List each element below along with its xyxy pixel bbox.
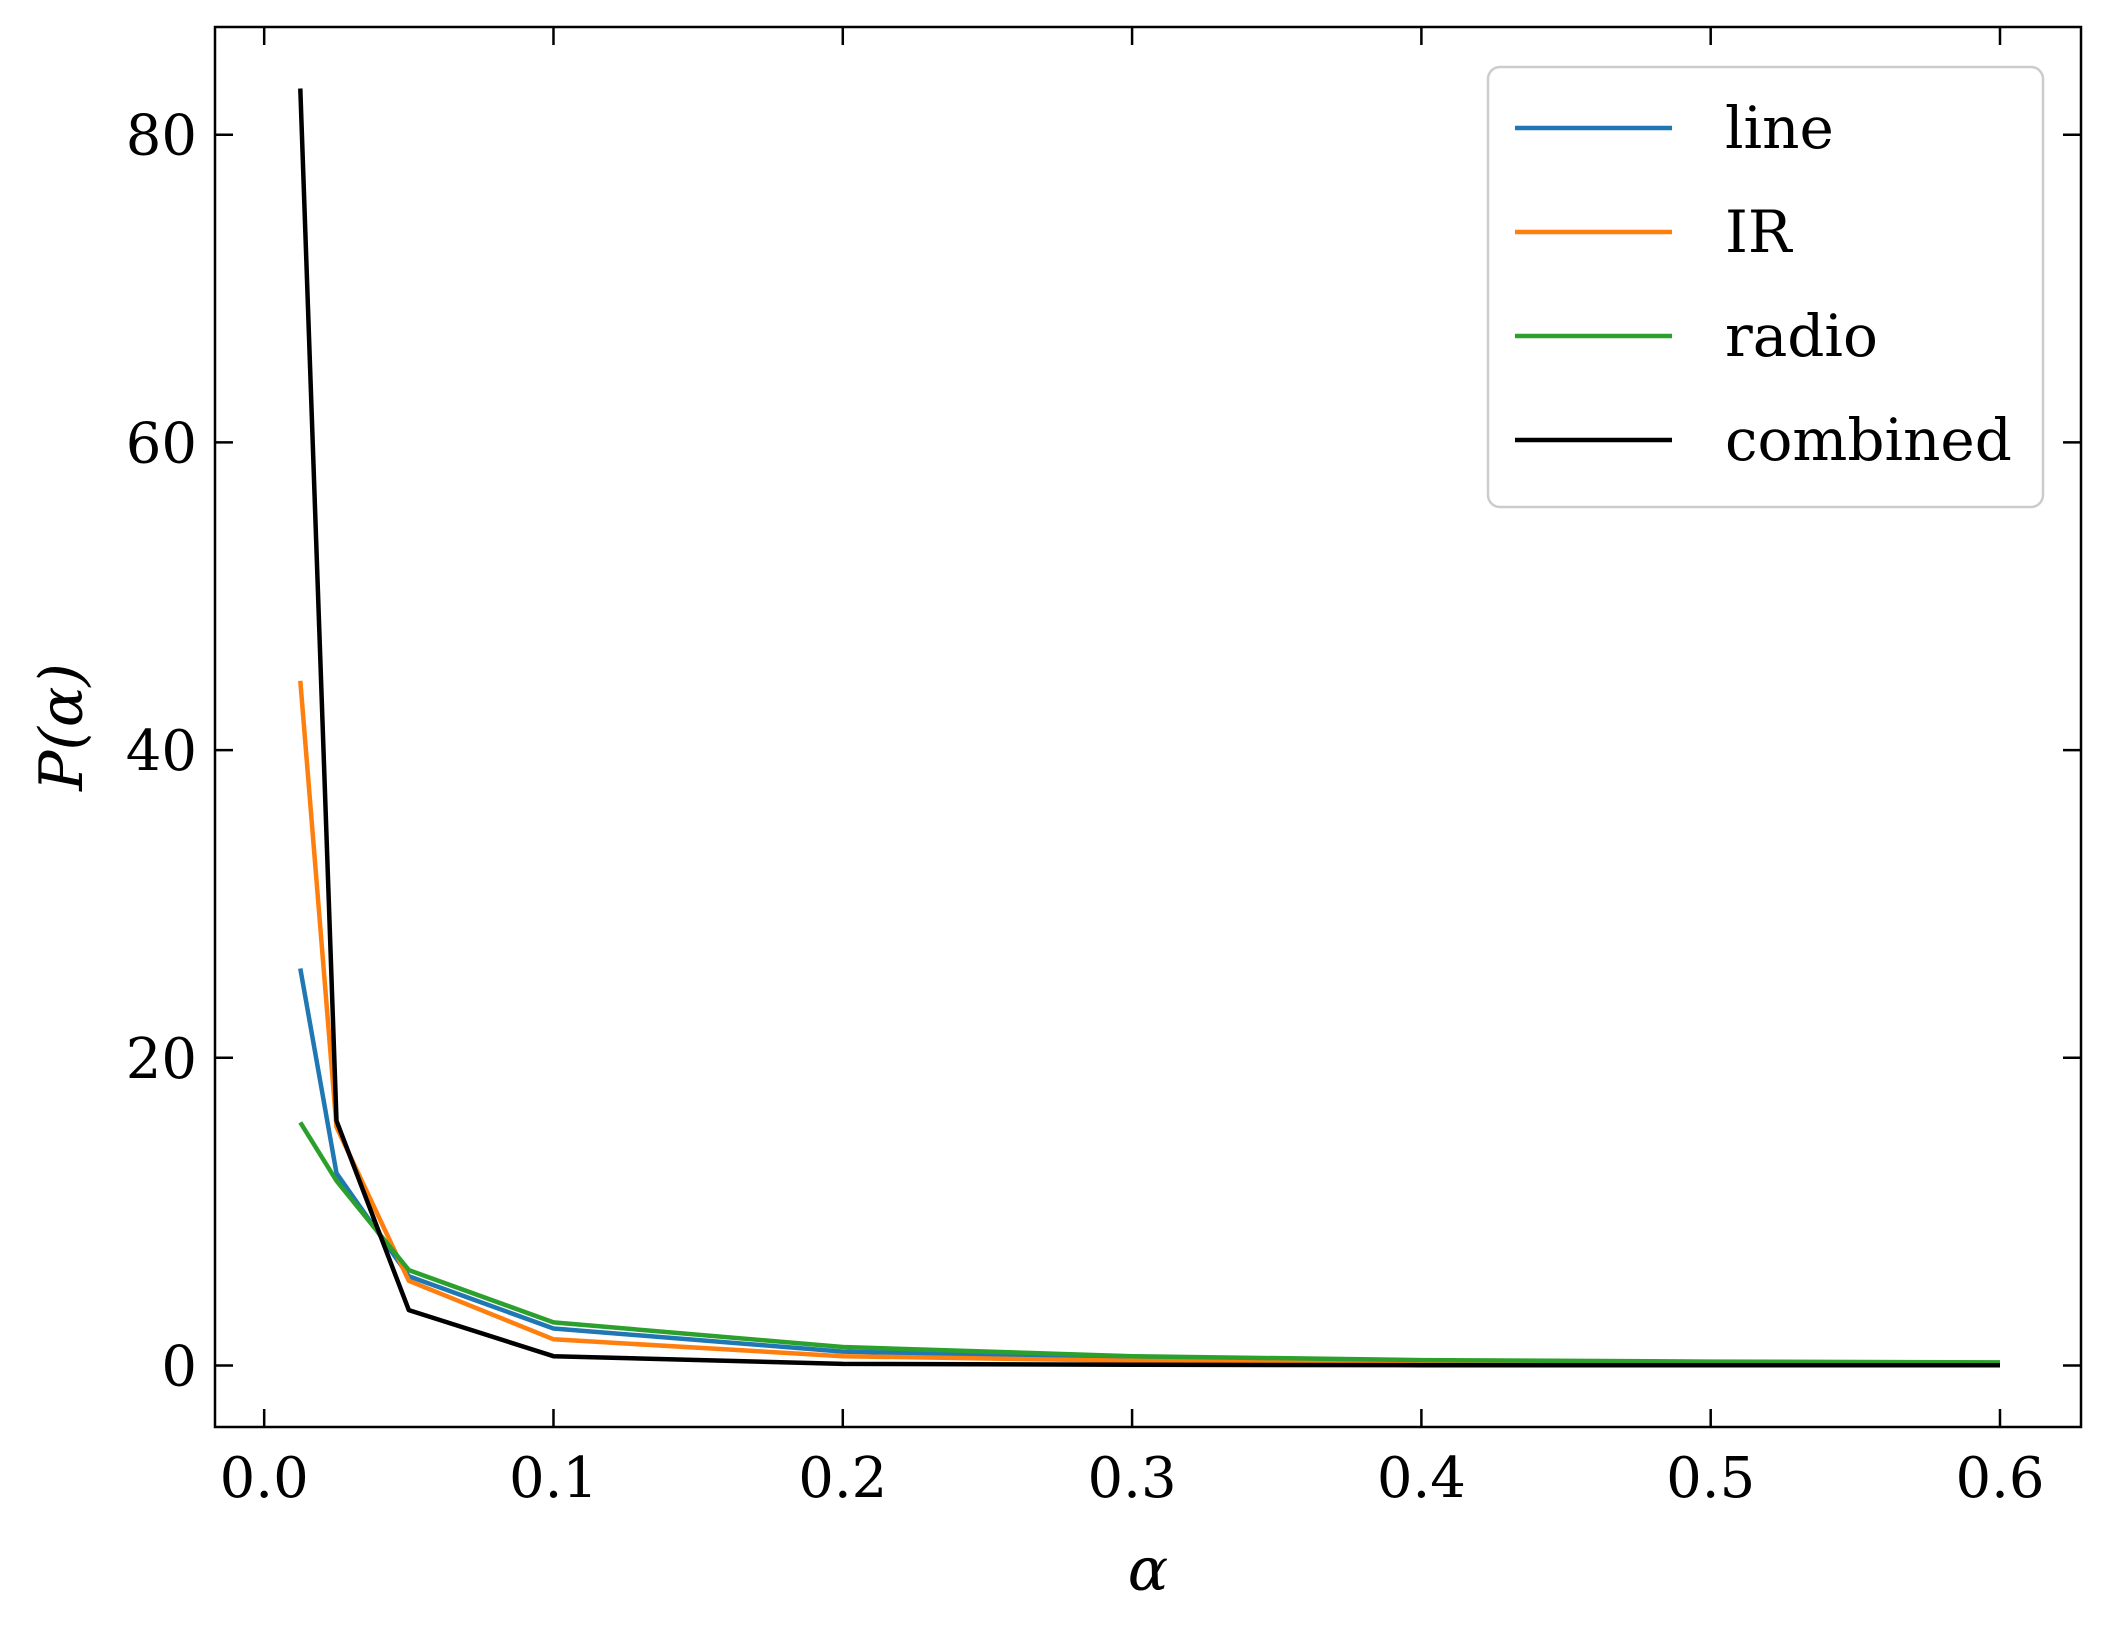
series-line-IR [298,680,2001,1367]
x-tick-label: 0.0 [220,1446,309,1511]
y-axis: 0 20 40 60 80 [126,104,2081,1399]
x-tick-label: 0.5 [1666,1446,1755,1511]
plot-lines [298,88,2001,1368]
x-axis: 0.0 0.1 0.2 0.3 0.4 0.5 0.6 [220,27,2045,1511]
series-line-combined [298,88,2000,1368]
legend-label-combined: combined [1725,406,2012,474]
y-axis-label: P(α) [27,663,97,792]
x-axis-label: α [1128,1535,1169,1605]
y-tick-label: 0 [161,1334,197,1399]
y-tick-label: 80 [126,104,197,169]
series-line-radio [298,1121,2001,1365]
x-tick-label: 0.1 [509,1446,598,1511]
legend-label-line: line [1725,94,1834,162]
x-tick-label: 0.6 [1955,1446,2044,1511]
x-tick-label: 0.4 [1377,1446,1466,1511]
legend-label-radio: radio [1725,302,1878,370]
legend-box [1486,65,2045,509]
legend-label-IR: IR [1725,198,1794,266]
plot-frame [213,25,2083,1429]
y-tick-label: 40 [126,719,197,784]
legend: line IR radio combined [1486,65,2045,509]
y-tick-label: 20 [126,1027,197,1092]
x-tick-label: 0.3 [1088,1446,1177,1511]
x-tick-label: 0.2 [798,1446,887,1511]
y-tick-label: 60 [126,411,197,476]
series-line-line [298,968,2001,1366]
